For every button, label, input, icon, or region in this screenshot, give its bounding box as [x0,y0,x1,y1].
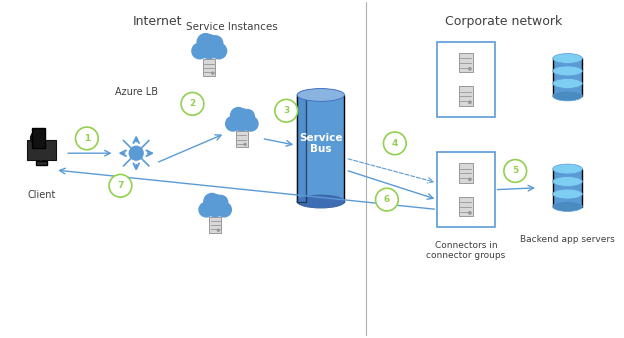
FancyBboxPatch shape [197,48,222,56]
Text: Service Instances: Service Instances [186,22,278,32]
Circle shape [243,117,258,131]
FancyBboxPatch shape [297,95,306,201]
Text: 6: 6 [384,195,390,204]
Circle shape [204,195,226,217]
FancyBboxPatch shape [210,217,221,233]
Circle shape [214,195,228,209]
Text: 1: 1 [84,134,90,143]
FancyBboxPatch shape [32,128,46,148]
FancyBboxPatch shape [297,95,344,201]
Text: Service
Bus: Service Bus [299,132,343,154]
FancyBboxPatch shape [553,169,582,207]
FancyBboxPatch shape [437,152,495,227]
FancyBboxPatch shape [27,140,56,160]
FancyBboxPatch shape [236,131,248,147]
Text: Azure LB: Azure LB [115,87,158,97]
Circle shape [198,35,221,58]
Circle shape [212,72,214,74]
Circle shape [241,110,255,123]
Ellipse shape [553,78,582,89]
FancyBboxPatch shape [204,207,227,215]
Text: Connectors in
connector groups: Connectors in connector groups [426,241,505,261]
Text: 5: 5 [512,167,519,175]
FancyBboxPatch shape [437,42,495,117]
Text: Backend app servers: Backend app servers [520,235,615,244]
FancyBboxPatch shape [459,86,473,106]
Ellipse shape [297,89,344,101]
FancyBboxPatch shape [459,163,473,183]
Ellipse shape [553,66,582,76]
Text: 4: 4 [392,139,398,148]
Circle shape [376,188,398,211]
Text: 7: 7 [117,181,124,190]
Ellipse shape [553,189,582,199]
FancyBboxPatch shape [459,52,473,72]
FancyBboxPatch shape [553,58,582,96]
FancyBboxPatch shape [230,121,253,129]
Circle shape [469,178,471,180]
FancyBboxPatch shape [36,162,47,165]
Circle shape [469,101,471,103]
Ellipse shape [553,164,582,174]
Text: Internet: Internet [133,15,183,28]
Circle shape [204,193,220,210]
Ellipse shape [553,53,582,64]
Ellipse shape [553,91,582,101]
Circle shape [211,43,227,59]
Text: Client: Client [27,190,56,200]
Circle shape [226,117,240,131]
Circle shape [192,43,208,59]
Circle shape [181,93,204,115]
Circle shape [129,146,143,160]
Circle shape [31,131,44,145]
Ellipse shape [553,201,582,212]
Circle shape [217,202,232,217]
Circle shape [199,202,213,217]
Circle shape [275,99,298,122]
Circle shape [109,174,132,197]
Circle shape [384,132,406,155]
Circle shape [244,143,246,145]
FancyBboxPatch shape [203,59,215,76]
Circle shape [208,36,223,51]
Circle shape [504,160,527,182]
Text: 3: 3 [283,106,290,115]
FancyBboxPatch shape [459,197,473,216]
Text: Corporate network: Corporate network [445,15,562,28]
Circle shape [469,212,471,214]
Ellipse shape [297,195,344,208]
Ellipse shape [553,176,582,187]
Circle shape [230,107,246,124]
Circle shape [231,109,253,130]
Circle shape [76,127,98,150]
Circle shape [469,68,471,70]
Text: 2: 2 [189,99,195,108]
Circle shape [197,33,215,51]
Circle shape [217,229,220,231]
